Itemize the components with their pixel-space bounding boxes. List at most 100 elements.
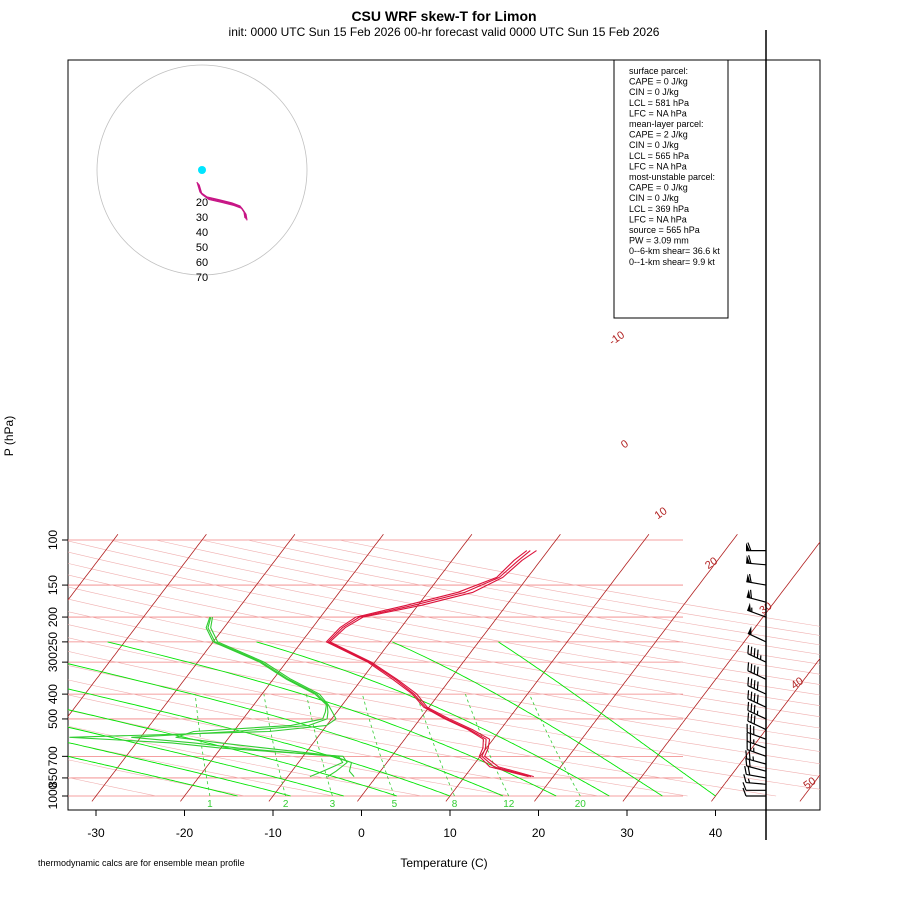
info-line: CAPE = 0 J/kg [629, 183, 688, 193]
footnote: thermodynamic calcs are for ensemble mea… [38, 858, 245, 868]
moist-adiabat-line [392, 641, 663, 797]
wind-barb [747, 690, 767, 708]
wind-barb [742, 782, 766, 791]
info-line: PW = 3.09 mm [629, 236, 689, 246]
x-tick-label: -10 [264, 826, 282, 840]
info-line: CIN = 0 J/kg [629, 193, 679, 203]
dry-adiabat-line [155, 539, 820, 665]
moist-adiabat-line [107, 641, 557, 797]
mixing-ratio-line [362, 694, 395, 797]
dry-adiabat-line [68, 586, 820, 729]
dry-adiabat-line [109, 539, 820, 675]
wind-barb [747, 712, 767, 731]
hodograph-ring-label: 20 [196, 197, 208, 209]
isotherm-line [711, 657, 820, 802]
info-line: LCL = 581 hPa [629, 98, 689, 108]
hodograph-ring-label: 40 [196, 227, 208, 239]
moist-adiabat-line [68, 663, 504, 797]
y-tick-label: 250 [46, 632, 60, 652]
dry-adiabat-line [68, 665, 777, 797]
dewpoint-trace [131, 616, 355, 777]
temperature-trace [325, 550, 529, 778]
info-line: source = 565 hPa [629, 225, 700, 235]
isotherm-line [180, 534, 384, 802]
wind-barb [747, 602, 767, 618]
dry-adiabat-line [293, 539, 820, 636]
mixing-ratio-line [194, 694, 211, 797]
wind-barb [746, 542, 766, 552]
wind-barb [746, 589, 767, 603]
mixing-ratio-line [529, 693, 581, 797]
mixing-ratio-label: 1 [207, 799, 213, 810]
x-axis-title: Temperature (C) [400, 856, 487, 870]
moist-adiabat-line [68, 726, 344, 797]
isotherm-line [622, 541, 820, 802]
dry-adiabat-line [68, 551, 820, 696]
dry-adiabat-line [68, 759, 246, 797]
hodograph-trace [198, 184, 248, 221]
moist-adiabat-line [68, 755, 238, 797]
mixing-ratio-label: 12 [503, 799, 515, 810]
info-line: LCL = 369 hPa [629, 204, 689, 214]
info-line: LFC = NA hPa [629, 108, 687, 118]
info-line: mean-layer parcel: [629, 119, 704, 129]
info-line: CIN = 0 J/kg [629, 87, 679, 97]
info-line: surface parcel: [629, 66, 688, 76]
y-tick-label: 300 [46, 652, 60, 672]
mixing-ratio-label: 8 [452, 799, 458, 810]
dry-adiabat-line [68, 742, 334, 797]
info-line: CAPE = 0 J/kg [629, 77, 688, 87]
isotherm-line [68, 534, 207, 718]
mixing-ratio-line [306, 694, 333, 797]
dewpoint-trace [69, 617, 348, 778]
isotherm-line [0, 534, 29, 801]
isotherm-label: 50 [801, 775, 818, 792]
wind-barb [745, 750, 767, 765]
wind-barb [746, 573, 767, 586]
y-tick-label: 700 [46, 746, 60, 766]
hodograph-ring-label: 30 [196, 212, 208, 224]
isotherm-line [91, 534, 296, 802]
hodograph: 20 30 40 50 60 70 [96, 64, 308, 284]
dry-adiabat-line [68, 574, 820, 718]
info-box-text: surface parcel: CAPE = 0 J/kg CIN = 0 J/kg… [629, 66, 720, 267]
isotherm-label: 0 [619, 438, 631, 451]
wind-barb [744, 765, 767, 779]
info-line: LFC = NA hPa [629, 214, 687, 224]
wind-barb [747, 626, 767, 643]
isotherm-line [445, 534, 650, 802]
wind-barb [742, 787, 766, 797]
moist-adiabat-line [68, 709, 398, 797]
dry-adiabat-line [68, 624, 820, 765]
x-tick-label: 20 [532, 826, 546, 840]
x-tick-label: 10 [443, 826, 457, 840]
y-tick-label: 500 [46, 709, 60, 729]
dry-adiabat-line [68, 651, 820, 790]
info-line: most-unstable parcel: [629, 172, 715, 182]
x-tick-label: 30 [620, 826, 634, 840]
wind-barb [747, 701, 767, 720]
hodograph-storm-marker [198, 166, 206, 174]
parcel-info-box: surface parcel: CAPE = 0 J/kg CIN = 0 J/kg… [613, 59, 729, 319]
chart-title: CSU WRF skew-T for Limon [351, 8, 536, 24]
mixing-ratio-line [465, 693, 510, 797]
mixing-ratio-label: 20 [575, 799, 587, 810]
dewpoint-trace [175, 616, 344, 778]
moist-adiabat-line [498, 641, 716, 797]
dry-adiabat-line [68, 540, 820, 685]
wind-barbs [742, 542, 767, 797]
wind-barb [746, 740, 767, 757]
wind-barb [747, 645, 767, 663]
dry-adiabat-line [68, 777, 157, 797]
isotherm-line [799, 774, 820, 802]
isotherm-line [268, 534, 473, 802]
isotherm-line [534, 534, 738, 802]
hodograph-ring-label: 50 [196, 242, 208, 254]
isotherm-label: 20 [703, 555, 720, 572]
x-tick-label: 0 [358, 826, 365, 840]
isotherm-label: -10 [607, 329, 627, 348]
wind-barb [747, 662, 767, 680]
wind-barb [747, 677, 767, 695]
isotherm-label: 40 [789, 675, 806, 692]
